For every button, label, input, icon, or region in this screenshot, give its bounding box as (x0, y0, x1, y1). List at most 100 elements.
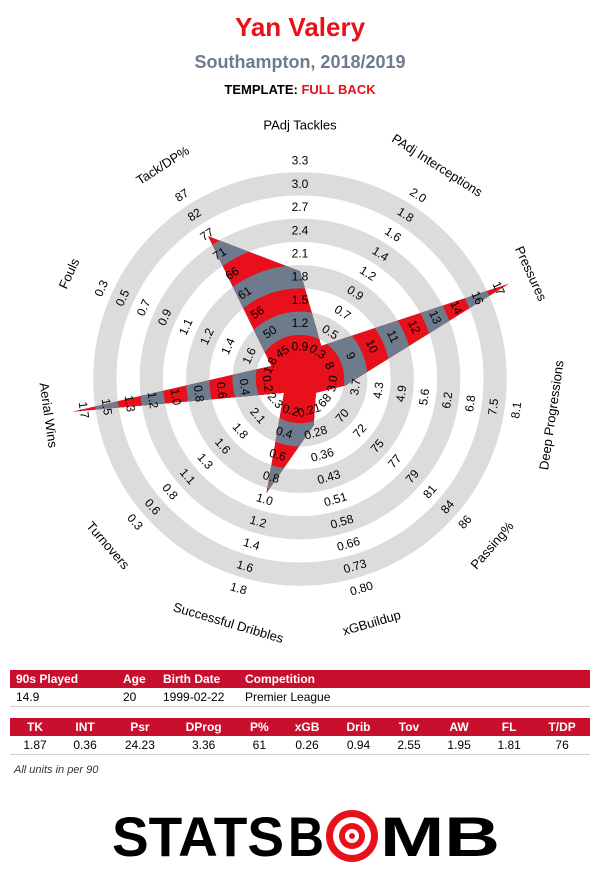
radar-tick-label: 4.9 (393, 384, 409, 403)
radar-tick-label: 1.5 (99, 398, 115, 417)
stats-cell: 1.95 (434, 736, 485, 755)
stats-header: FL (484, 718, 535, 736)
stats-cell: 1.81 (484, 736, 535, 755)
radar-tick-label: 3.0 (292, 177, 309, 191)
info-cell: 14.9 (10, 688, 117, 707)
units-footnote: All units in per 90 (14, 764, 99, 776)
stats-header: P% (237, 718, 282, 736)
radar-tick-label: 6.2 (439, 391, 455, 410)
stats-header: Tov (383, 718, 435, 736)
player-name: Yan Valery (234, 12, 366, 42)
template-value: FULL BACK (301, 82, 376, 97)
radar-tick-label: 10 (363, 337, 381, 355)
info-table: 90s Played Age Birth Date Competition 14… (10, 670, 590, 707)
radar-tick-label: 0.51 (322, 489, 349, 509)
radar-tick-label: 6.8 (462, 394, 478, 413)
radar-tick-label: 12 (405, 318, 423, 336)
info-header: Age (117, 670, 157, 688)
logo-target-icon (326, 810, 378, 862)
radar-tick-label: 0.3 (91, 278, 111, 299)
radar-tick-label: 0.6 (214, 381, 230, 400)
radar-tick-label: 1.0 (168, 388, 184, 407)
radar-tick-label: 1.8 (229, 579, 249, 597)
radar-tick-label: 0.2 (260, 374, 276, 393)
info-header: 90s Played (10, 670, 117, 688)
radar-tick-label: 0.80 (348, 578, 375, 598)
radar-tick-label: 3.7 (347, 377, 363, 396)
radar-tick-label: 13 (426, 308, 444, 326)
radar-tick-label: 0.36 (309, 445, 336, 465)
radar-tick-label: 1.4 (218, 335, 238, 356)
stats-row: 1.87 0.36 24.23 3.36 61 0.26 0.94 2.55 1… (10, 736, 590, 755)
info-cell: 1999-02-22 (157, 688, 239, 707)
stats-header: AW (434, 718, 485, 736)
radar-tick-label: 0.8 (261, 468, 281, 486)
radar-tick-label: 1.6 (235, 557, 255, 575)
radar-tick-label: 1.6 (239, 345, 259, 366)
stats-cell: 61 (237, 736, 282, 755)
radar-tick-label: 1.5 (292, 293, 309, 307)
stats-header: INT (60, 718, 111, 736)
info-cell: 20 (117, 688, 157, 707)
stats-header-row: TK INT Psr DProg P% xGB Drib Tov AW FL T… (10, 718, 590, 736)
radar-tick-label: 0.4 (274, 424, 294, 442)
radar-axis-label: Pressures (512, 244, 550, 304)
template-line: TEMPLATE: FULL BACK (0, 82, 600, 97)
radar-tick-label: 1.8 (292, 270, 309, 284)
stats-cell: 1.87 (10, 736, 61, 755)
radar-tick-label: 0.4 (237, 378, 253, 397)
info-header-row: 90s Played Age Birth Date Competition (10, 670, 590, 688)
logo-text-b: B (288, 806, 324, 866)
stats-cell: 24.23 (110, 736, 170, 755)
stats-header: Psr (110, 718, 170, 736)
template-label: TEMPLATE: (224, 82, 298, 97)
radar-tick-label: 2.4 (292, 223, 309, 237)
radar-tick-label: 1.0 (255, 490, 275, 508)
radar-tick-label: 1.4 (242, 535, 262, 553)
radar-tick-label: 5.6 (416, 387, 432, 406)
radar-axis-label: Fouls (56, 255, 83, 291)
radar-tick-label: 0.21 (296, 400, 323, 420)
radar-tick-label: 0.9 (292, 339, 309, 353)
radar-tick-label: 8.1 (508, 401, 524, 420)
radar-tick-label: 17 (490, 279, 508, 297)
radar-tick-label: 1.3 (122, 394, 138, 413)
radar-tick-label: 3.3 (292, 154, 309, 168)
radar-axis-label: xGBuildup (341, 607, 403, 638)
stats-header: Drib (333, 718, 384, 736)
radar-tick-label: 0.8 (191, 384, 207, 403)
radar-tick-label: 7.5 (485, 397, 501, 416)
info-header: Competition (239, 670, 590, 688)
radar-axis-label: Deep Progressions (536, 359, 567, 471)
info-header: Birth Date (157, 670, 239, 688)
radar-ring (93, 172, 507, 586)
radar-tick-label: 0.6 (268, 446, 288, 464)
radar-tick-label: 0.7 (134, 297, 154, 318)
radar-ring (139, 218, 461, 540)
radar-tick-label: 0.43 (316, 467, 343, 487)
stats-cell: 76 (534, 736, 590, 755)
radar-tick-label: 0.28 (303, 422, 330, 442)
radar-tick-label: 0.2 (281, 401, 301, 419)
radar-tick-label: 1.2 (145, 391, 161, 410)
radar-tick-label: 14 (447, 299, 465, 317)
radar-tick-label: 0.58 (329, 512, 356, 532)
radar-axis-label: PAdj Tackles (263, 118, 337, 133)
radar-tick-label: 16 (468, 289, 486, 307)
radar-tick-label: 1.2 (197, 326, 217, 347)
team-season: Southampton, 2018/2019 (194, 52, 406, 72)
stats-cell: 0.36 (60, 736, 111, 755)
radar-tick-label: 1.2 (292, 316, 309, 330)
statsbomb-logo: STATS B MB (112, 806, 500, 866)
logo-text-mb: MB (380, 806, 500, 866)
stats-header: TK (10, 718, 61, 736)
radar-tick-label: 0.66 (335, 534, 362, 554)
stats-cell: 2.55 (383, 736, 435, 755)
stats-cell: 0.26 (281, 736, 334, 755)
logo-text-stats: STATS (112, 806, 284, 866)
radar-tick-label: 3.0 (324, 374, 340, 393)
radar-chart: 0.9 1.2 1.5 1.8 2.1 2.4 2.7 3.0 3.3 PAdj Tackles 0… (36, 118, 567, 647)
radar-tick-label: 0.9 (155, 306, 175, 327)
radar-tick-label: 0.5 (113, 287, 133, 308)
info-row: 14.9 20 1999-02-22 Premier League (10, 688, 590, 707)
